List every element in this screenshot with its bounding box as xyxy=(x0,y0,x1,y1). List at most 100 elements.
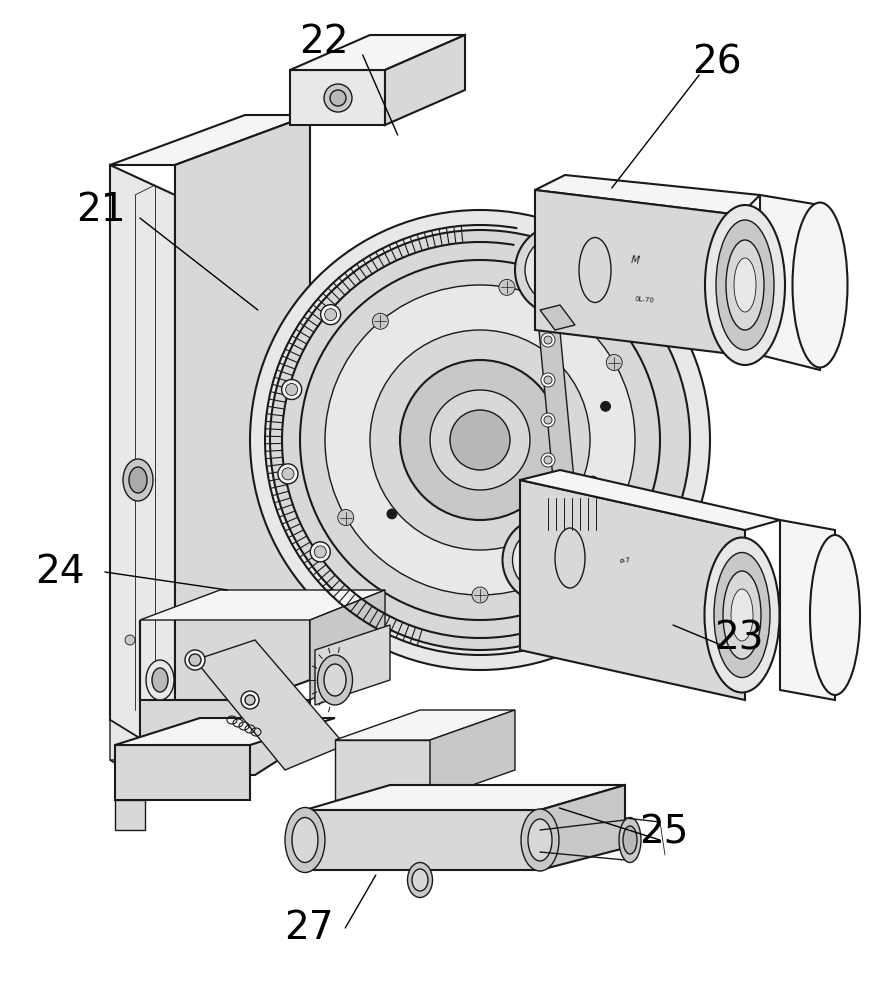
Polygon shape xyxy=(540,785,625,870)
Ellipse shape xyxy=(270,230,690,650)
Ellipse shape xyxy=(125,635,135,645)
Ellipse shape xyxy=(450,410,510,470)
Polygon shape xyxy=(385,35,465,125)
Text: 22: 22 xyxy=(299,23,348,61)
Polygon shape xyxy=(540,305,575,330)
Ellipse shape xyxy=(544,456,552,464)
Ellipse shape xyxy=(623,826,637,854)
Ellipse shape xyxy=(541,333,555,347)
Ellipse shape xyxy=(555,528,585,588)
Ellipse shape xyxy=(278,464,298,484)
Ellipse shape xyxy=(146,660,174,700)
Ellipse shape xyxy=(499,279,515,295)
Ellipse shape xyxy=(723,571,761,659)
Ellipse shape xyxy=(407,862,433,898)
Ellipse shape xyxy=(793,202,848,367)
Ellipse shape xyxy=(714,552,770,678)
Polygon shape xyxy=(780,520,835,700)
Ellipse shape xyxy=(370,330,590,550)
Ellipse shape xyxy=(607,355,622,370)
Ellipse shape xyxy=(310,542,330,562)
Polygon shape xyxy=(760,195,820,370)
Ellipse shape xyxy=(591,532,607,548)
Ellipse shape xyxy=(731,589,753,641)
Text: 0L-70: 0L-70 xyxy=(635,296,656,304)
Ellipse shape xyxy=(579,237,611,302)
Ellipse shape xyxy=(704,538,780,692)
Polygon shape xyxy=(290,35,465,70)
Polygon shape xyxy=(290,70,385,125)
Polygon shape xyxy=(115,745,250,800)
Ellipse shape xyxy=(152,668,168,692)
Text: 24: 24 xyxy=(35,553,84,591)
Ellipse shape xyxy=(387,509,397,519)
Ellipse shape xyxy=(281,380,302,400)
Ellipse shape xyxy=(515,225,605,315)
Text: 26: 26 xyxy=(692,43,741,81)
Ellipse shape xyxy=(412,869,428,891)
Ellipse shape xyxy=(705,205,785,365)
Polygon shape xyxy=(115,800,145,830)
Ellipse shape xyxy=(521,809,559,871)
Polygon shape xyxy=(310,590,385,700)
Ellipse shape xyxy=(285,808,325,872)
Polygon shape xyxy=(305,810,540,870)
Ellipse shape xyxy=(292,818,318,862)
Ellipse shape xyxy=(541,373,555,387)
Ellipse shape xyxy=(587,476,598,486)
Polygon shape xyxy=(315,625,390,705)
Ellipse shape xyxy=(525,235,595,305)
Ellipse shape xyxy=(324,664,346,696)
Text: 27: 27 xyxy=(284,909,333,947)
Ellipse shape xyxy=(241,691,259,709)
Ellipse shape xyxy=(325,285,635,595)
Polygon shape xyxy=(520,480,745,700)
Ellipse shape xyxy=(250,210,710,670)
Polygon shape xyxy=(538,310,575,500)
Ellipse shape xyxy=(324,84,352,112)
Polygon shape xyxy=(175,115,310,730)
Text: 21: 21 xyxy=(76,191,125,229)
Ellipse shape xyxy=(337,510,354,526)
Text: 25: 25 xyxy=(640,813,689,851)
Polygon shape xyxy=(110,720,175,800)
Ellipse shape xyxy=(544,376,552,384)
Ellipse shape xyxy=(185,650,205,670)
Text: 23: 23 xyxy=(714,619,763,657)
Polygon shape xyxy=(430,710,515,800)
Ellipse shape xyxy=(189,654,201,666)
Ellipse shape xyxy=(282,468,294,480)
Text: ø-7: ø-7 xyxy=(619,557,631,563)
Polygon shape xyxy=(335,740,430,800)
Ellipse shape xyxy=(734,258,756,312)
Ellipse shape xyxy=(528,819,552,861)
Ellipse shape xyxy=(315,546,326,558)
Ellipse shape xyxy=(544,336,552,344)
Ellipse shape xyxy=(129,467,147,493)
Ellipse shape xyxy=(716,220,774,350)
Ellipse shape xyxy=(317,655,352,705)
Polygon shape xyxy=(520,470,780,530)
Polygon shape xyxy=(305,785,625,810)
Ellipse shape xyxy=(810,535,860,695)
Ellipse shape xyxy=(430,390,530,490)
Polygon shape xyxy=(335,710,515,740)
Polygon shape xyxy=(140,590,385,620)
Ellipse shape xyxy=(512,528,578,592)
Ellipse shape xyxy=(286,384,298,396)
Polygon shape xyxy=(110,115,310,165)
Polygon shape xyxy=(140,620,310,775)
Ellipse shape xyxy=(472,587,488,603)
Ellipse shape xyxy=(400,360,560,520)
Polygon shape xyxy=(110,165,175,760)
Ellipse shape xyxy=(321,305,341,325)
Polygon shape xyxy=(115,718,335,745)
Ellipse shape xyxy=(600,401,611,411)
Polygon shape xyxy=(535,190,740,355)
Ellipse shape xyxy=(541,413,555,427)
Ellipse shape xyxy=(123,459,153,501)
Ellipse shape xyxy=(324,309,336,321)
Ellipse shape xyxy=(544,416,552,424)
Ellipse shape xyxy=(726,240,764,330)
Ellipse shape xyxy=(300,260,660,620)
